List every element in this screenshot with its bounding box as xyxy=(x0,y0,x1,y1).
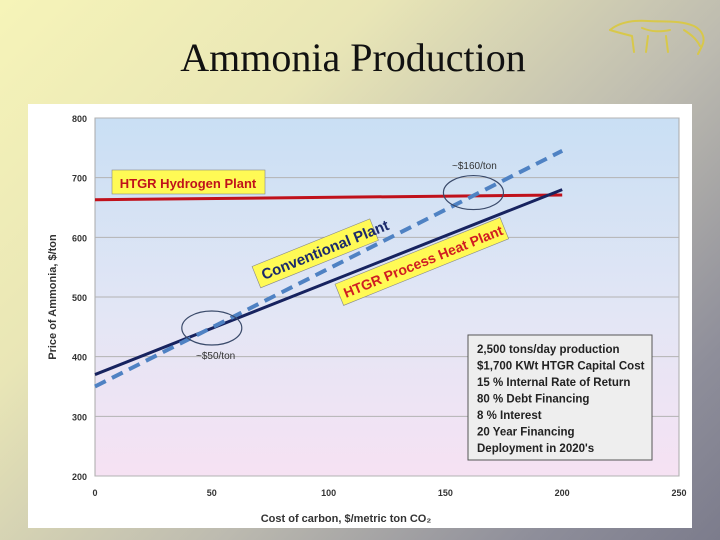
x-tick-label: 150 xyxy=(438,488,453,498)
y-tick-label: 400 xyxy=(72,353,87,363)
series-line-1 xyxy=(94,188,563,376)
x-axis-label: Cost of carbon, $/metric ton CO₂ xyxy=(261,513,432,525)
anteater-logo-icon xyxy=(609,19,705,55)
slide-title: Ammonia Production xyxy=(180,35,526,80)
x-tick-label: 200 xyxy=(555,488,570,498)
assumption-line: 80 % Debt Financing xyxy=(477,394,589,406)
y-tick-label: 800 xyxy=(72,114,87,124)
series-line-2 xyxy=(94,149,564,389)
assumption-line: 2,500 tons/day production xyxy=(477,344,620,356)
x-tick-label: 100 xyxy=(321,488,336,498)
y-axis-label: Price of Ammonia, $/ton xyxy=(47,234,59,360)
y-tick-label: 600 xyxy=(72,233,87,243)
series-line-0 xyxy=(94,193,563,202)
chart-panel: 200 300 400 500 600 700 800 0 50 100 150 200 250 HTG… xyxy=(28,104,692,528)
assumption-line: 8 % Interest xyxy=(477,410,542,422)
assumption-line: $1,700 KWt HTGR Capital Cost xyxy=(477,361,645,373)
x-tick-label: 0 xyxy=(92,488,97,498)
annotation-cross-high: ~$160/ton xyxy=(452,161,497,172)
assumption-line: Deployment in 2020's xyxy=(477,443,594,455)
annotation-text: HTGR Hydrogen Plant xyxy=(120,176,257,191)
annotation-htgr-hydrogen: HTGR Hydrogen Plant xyxy=(111,169,266,195)
assumptions-box: 2,500 tons/day production $1,700 KWt HTGR… xyxy=(467,334,653,461)
assumption-line: 15 % Internal Rate of Return xyxy=(477,377,630,389)
y-tick-label: 200 xyxy=(72,472,87,482)
axis-ticks: 200 300 400 500 600 700 800 0 50 100 150 200 250 xyxy=(72,114,687,498)
y-tick-label: 500 xyxy=(72,293,87,303)
series-layer xyxy=(94,149,564,389)
callout-ellipse xyxy=(181,310,243,346)
assumption-line: 20 Year Financing xyxy=(477,427,575,439)
annotation-cross-low: ~$50/ton xyxy=(196,351,235,362)
y-tick-label: 700 xyxy=(72,174,87,184)
callout-layer xyxy=(181,174,505,346)
y-tick-label: 300 xyxy=(72,412,87,422)
chart: 200 300 400 500 600 700 800 0 50 100 150 200 250 HTG… xyxy=(28,104,692,528)
x-tick-label: 250 xyxy=(671,488,686,498)
callout-ellipse xyxy=(442,174,505,211)
x-tick-label: 50 xyxy=(207,488,217,498)
